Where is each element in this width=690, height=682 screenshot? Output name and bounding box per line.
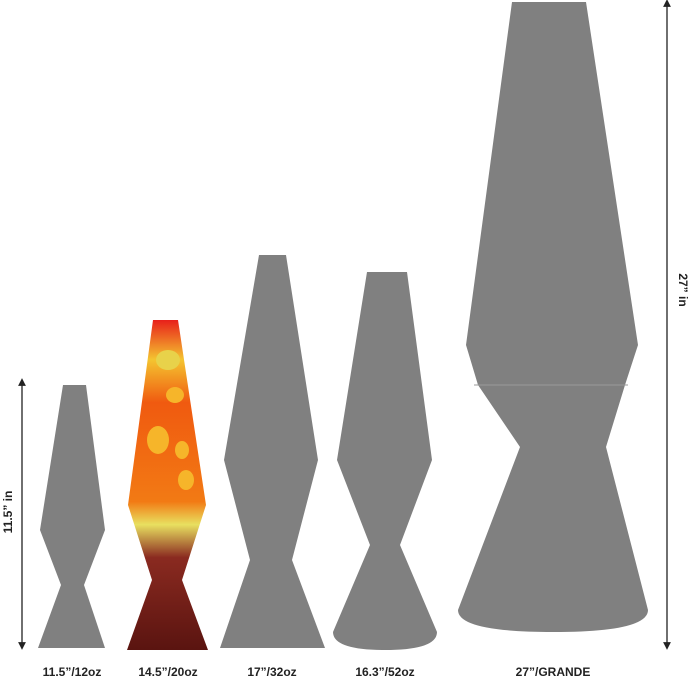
lamp-label: 27”/GRANDE	[516, 665, 591, 679]
height-label: 27” in	[676, 273, 690, 306]
lamp-label: 14.5”/20oz	[138, 665, 197, 679]
height-label: 11.5” in	[1, 491, 15, 534]
lamp-label: 11.5”/12oz	[43, 665, 102, 679]
lamp-colored	[127, 320, 208, 650]
lamp-label: 16.3”/52oz	[355, 665, 414, 679]
lamp-silhouette	[220, 255, 325, 648]
lamp-silhouette	[458, 2, 648, 632]
lamp-silhouette	[333, 272, 437, 650]
lamp-silhouette	[38, 385, 105, 648]
lamp-label: 17”/32oz	[247, 665, 296, 679]
